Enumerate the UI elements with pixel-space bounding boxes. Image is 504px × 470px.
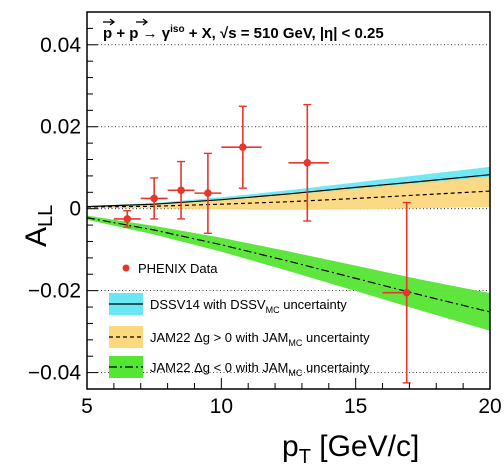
x-tick-label-3: 20 (478, 395, 501, 418)
band-center-line-3 (87, 217, 490, 313)
band-center-line-2 (87, 190, 490, 208)
x-tick-label-0: 5 (81, 395, 93, 418)
x-tick-label-1: 10 (210, 395, 233, 418)
legend-entry-jam-neg: JAM22 Δg < 0 with JAMMC uncertainty (109, 356, 370, 378)
legend-entry-dssv: DSSV14 with DSSVMC uncertainty (109, 293, 347, 315)
data-point-6 (402, 288, 411, 297)
title-process: p + p → γ (103, 25, 171, 42)
y-tick-label-3: 0.02 (40, 116, 81, 139)
data-point-0 (123, 215, 132, 223)
legend: PHENIX Data DSSV14 with DSSVMC uncertain… (109, 261, 370, 378)
plot-frame (86, 11, 491, 390)
data-point-5 (303, 159, 312, 167)
legend-label-phenix: PHENIX Data (138, 261, 218, 276)
arrow-head-p2 (142, 18, 149, 26)
legend-entry-jam-pos: JAM22 Δg > 0 with JAMMC uncertainty (109, 326, 370, 348)
legend-label-jam-neg: JAM22 Δg < 0 with JAMMC uncertainty (150, 360, 370, 378)
tick-layer: 5 10 15 20 −0.04 −0.02 0 0.02 0.04 (28, 11, 502, 418)
point-layer (113, 103, 411, 384)
y-axis-title: ALL (20, 205, 57, 247)
title-rest: + X, √s = 510 GeV, |η| < 0.25 (185, 25, 384, 42)
legend-marker-phenix (122, 264, 130, 272)
x-axis-title: pT [GeV/c] (282, 430, 419, 468)
band-2 (87, 176, 490, 210)
legend-label-jam-pos: JAM22 Δg > 0 with JAMMC uncertainty (150, 330, 370, 348)
y-tick-label-2: 0 (69, 198, 81, 221)
y-tick-label-1: −0.02 (28, 280, 81, 303)
arrow-head-p1 (109, 18, 116, 26)
y-tick-label-4: 0.04 (40, 34, 81, 57)
svg-text:p + p → γiso + X, √s = 510 Ge: p + p → γiso + X, √s = 510 GeV, |η| < 0.… (103, 24, 384, 42)
data-point-4 (239, 143, 247, 152)
y-tick-label-0: −0.04 (28, 362, 81, 385)
legend-entry-phenix: PHENIX Data (122, 261, 218, 276)
chart-title: p + p → γiso + X, √s = 510 GeV, |η| < 0.… (103, 18, 384, 42)
data-point-1 (150, 194, 158, 203)
title-superscript: iso (170, 24, 184, 35)
legend-label-dssv: DSSV14 with DSSVMC uncertainty (150, 297, 347, 315)
data-point-3 (204, 189, 212, 197)
x-tick-label-2: 15 (344, 395, 367, 418)
data-point-2 (177, 186, 185, 195)
